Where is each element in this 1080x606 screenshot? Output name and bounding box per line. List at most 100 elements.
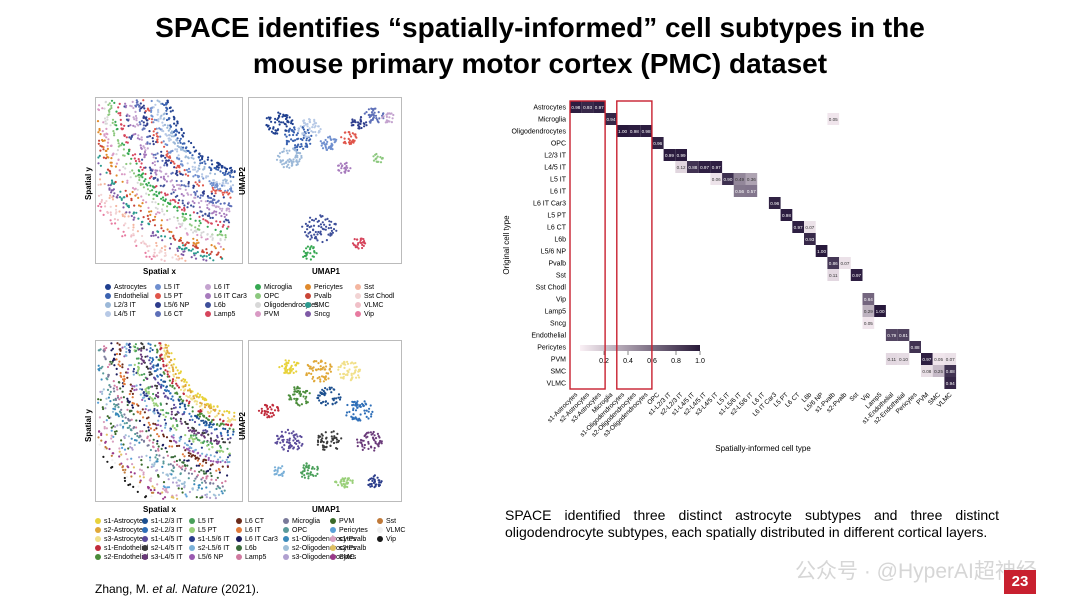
spatial-point [98, 154, 101, 157]
umap-point [343, 162, 346, 165]
spatial-point [205, 477, 208, 480]
legend-label: SMC [339, 554, 355, 561]
spatial-point [164, 343, 167, 346]
spatial-point [213, 172, 217, 176]
spatial-point [105, 149, 108, 152]
spatial-point [110, 157, 113, 160]
umap-point [330, 386, 333, 389]
umap-point [357, 419, 360, 422]
heatmap-cell [628, 125, 641, 137]
spatial-point [126, 399, 129, 402]
spatial-point [115, 124, 118, 127]
spatial-point [135, 99, 138, 102]
spatial-point [156, 433, 159, 436]
spatial-point [181, 199, 184, 202]
spatial-point [153, 163, 157, 167]
spatial-point [164, 251, 167, 255]
umap-point [282, 438, 285, 441]
spatial-point [107, 184, 110, 187]
spatial-point [210, 222, 213, 225]
legend-item: s2-L2/3 IT [142, 526, 183, 535]
spatial-point [195, 190, 199, 193]
umap-point [309, 258, 312, 261]
spatial-point [171, 184, 174, 187]
spatial-point [195, 436, 198, 440]
spatial-point [214, 228, 217, 231]
heatmap-cell [687, 161, 699, 173]
umap-point [345, 411, 349, 414]
umap-point [300, 156, 303, 159]
top-spatial-ylabel: Spatial y [84, 167, 93, 200]
spatial-point [114, 208, 118, 211]
umap-point [337, 484, 340, 487]
spatial-point [130, 437, 133, 440]
spatial-point [168, 445, 171, 448]
spatial-point [117, 381, 120, 384]
spatial-point [156, 351, 159, 354]
spatial-point [183, 486, 186, 489]
umap-point [328, 223, 331, 226]
legend-label: L6 IT [245, 527, 261, 534]
spatial-point [157, 118, 160, 121]
umap-point [285, 141, 288, 145]
spatial-point [186, 206, 189, 209]
spatial-point [98, 202, 101, 205]
spatial-point [176, 174, 179, 177]
spatial-point [116, 342, 119, 345]
spatial-point [162, 363, 165, 366]
spatial-point [197, 184, 200, 187]
spatial-point [143, 423, 146, 427]
spatial-point [198, 164, 201, 167]
umap-point [382, 115, 385, 118]
spatial-point [125, 354, 128, 357]
spatial-point [101, 139, 104, 143]
spatial-point [139, 412, 142, 415]
spatial-point [227, 202, 231, 205]
spatial-point [110, 165, 113, 168]
spatial-point [156, 113, 159, 116]
spatial-point [165, 112, 168, 115]
spatial-point [161, 159, 164, 162]
spatial-point [192, 211, 195, 214]
spatial-point [194, 174, 197, 177]
umap-point [349, 479, 352, 482]
spatial-point [97, 194, 101, 197]
spatial-point [208, 426, 211, 429]
spatial-point [182, 142, 186, 145]
spatial-point [170, 435, 173, 438]
spatial-point [159, 367, 162, 370]
spatial-point [114, 180, 117, 184]
legend-label: Lamp5 [214, 311, 236, 318]
spatial-point [188, 394, 192, 397]
spatial-point [181, 222, 184, 225]
spatial-point [173, 205, 176, 208]
umap-point [321, 388, 324, 391]
heatmap-value: 0.88 [911, 345, 920, 350]
umap-point [330, 144, 333, 147]
spatial-point [209, 167, 212, 170]
spatial-point [234, 418, 237, 421]
spatial-point [151, 441, 155, 444]
spatial-point [197, 457, 200, 460]
spatial-point [143, 242, 146, 245]
spatial-point [197, 201, 200, 204]
spatial-point [129, 442, 132, 445]
spatial-point [138, 138, 141, 141]
spatial-point [99, 149, 102, 152]
spatial-point [209, 454, 212, 457]
spatial-point [189, 214, 192, 217]
spatial-point [147, 206, 150, 209]
spatial-point [105, 433, 108, 436]
umap-point [357, 247, 360, 250]
spatial-point [184, 420, 187, 424]
spatial-point [158, 383, 161, 386]
spatial-point [226, 420, 229, 423]
spatial-point [148, 142, 152, 145]
umap-point [323, 376, 326, 379]
spatial-point [164, 415, 167, 418]
spatial-point [165, 450, 169, 453]
spatial-point [179, 172, 182, 175]
bottom-spatial-ylabel: Spatial y [84, 409, 93, 442]
umap-point [334, 402, 337, 405]
spatial-point [175, 428, 178, 431]
